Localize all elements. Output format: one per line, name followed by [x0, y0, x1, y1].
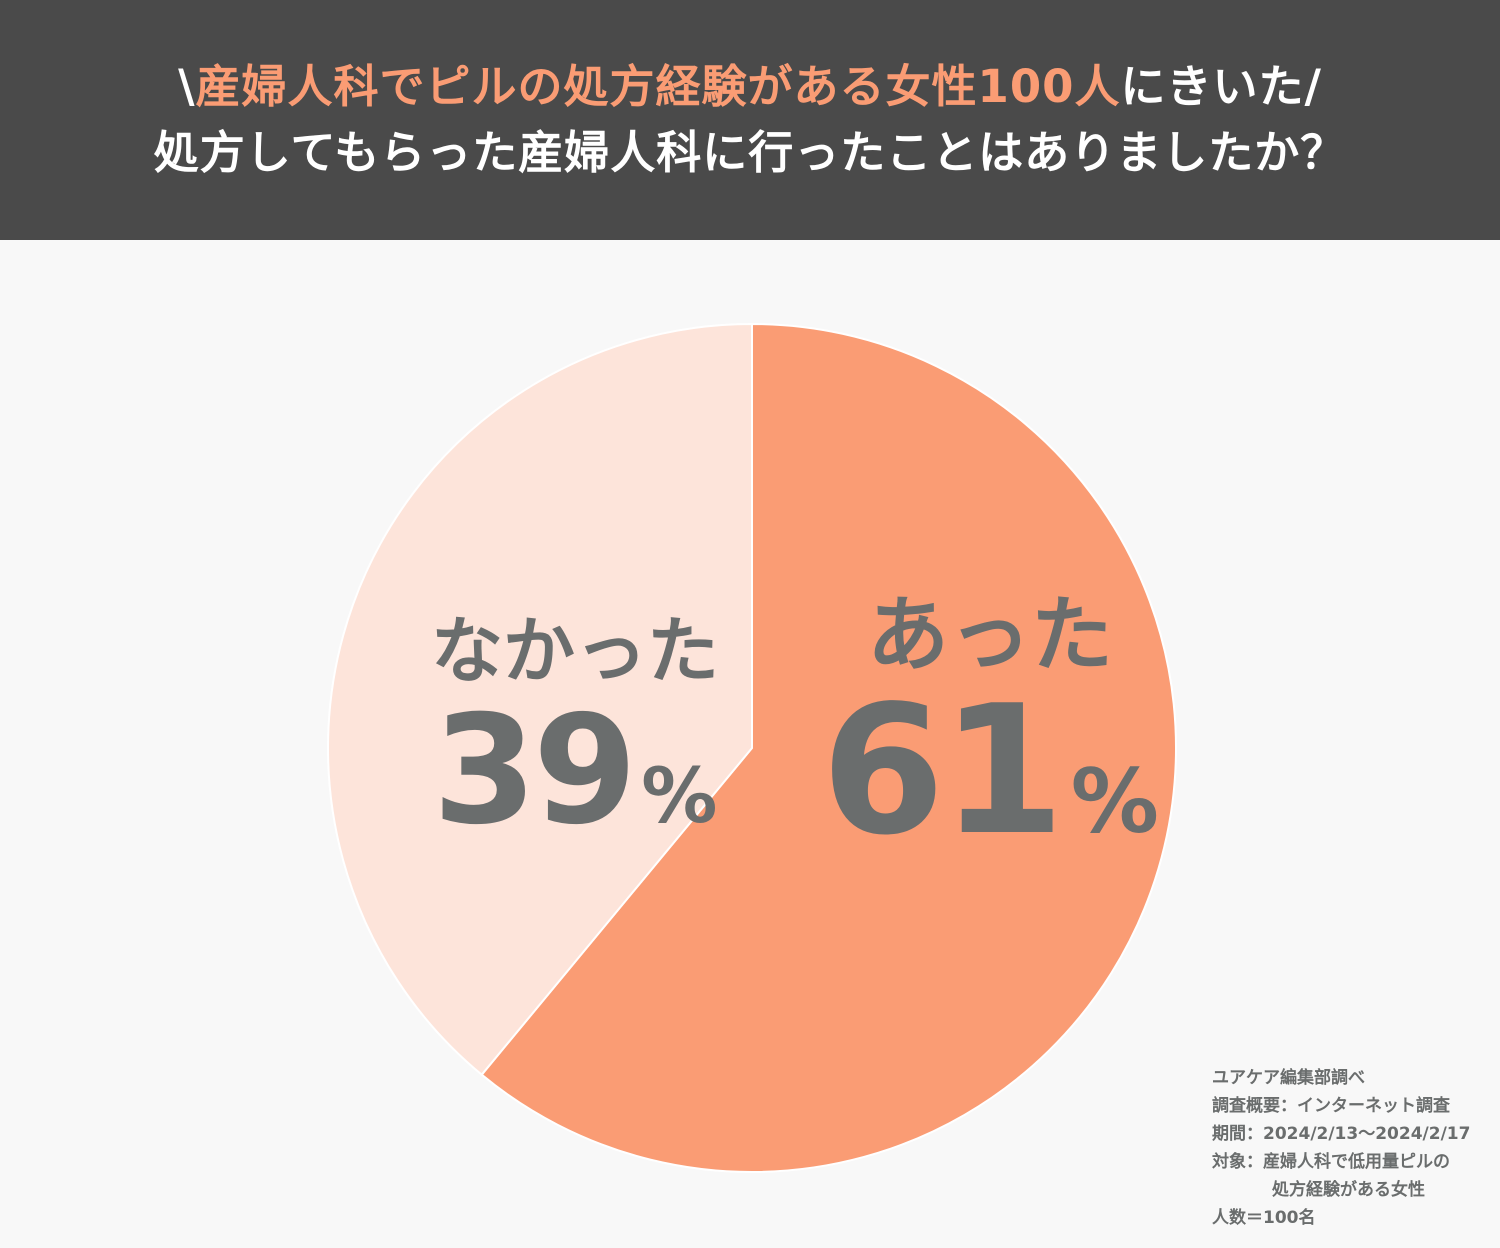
slice-name-atta: あった: [866, 588, 1113, 683]
slice-value-atta: 61: [821, 667, 1065, 874]
title-line-1: \産婦人科でピルの処方経験がある女性100人にきいた/: [178, 54, 1322, 120]
title-highlight: 産婦人科でピルの処方経験がある女性100人: [195, 60, 1121, 113]
pie-chart: [327, 322, 1177, 1173]
notes-target-continued: 処方経験がある女性: [1272, 1180, 1425, 1200]
pie-slice-nakatta: [327, 322, 753, 1077]
title-backslash: \: [178, 60, 196, 113]
slice-label-nakatta: なかった 39%: [390, 606, 760, 846]
notes-period: 期間：2024/2/13〜2024/2/17: [1212, 1124, 1471, 1144]
slice-percent-nakatta: 39%: [390, 696, 760, 846]
title-banner: \産婦人科でピルの処方経験がある女性100人にきいた/ 処方してもらった産婦人科…: [0, 0, 1500, 240]
pie-chart-area: なかった 39% あった 61%: [0, 240, 1500, 1248]
slice-unit-atta: %: [1070, 750, 1159, 853]
slice-unit-nakatta: %: [641, 751, 718, 840]
title-line-1-rest: にきいた/: [1120, 60, 1322, 113]
slice-name-nakatta: なかった: [430, 609, 719, 693]
notes-count: 人数＝100名: [1212, 1208, 1316, 1228]
survey-notes: ユアケア編集部調べ 調査概要：インターネット調査 期間：2024/2/13〜20…: [1212, 1064, 1500, 1232]
slice-value-nakatta: 39: [432, 684, 638, 858]
slice-percent-atta: 61%: [800, 682, 1180, 860]
slice-label-atta: あった 61%: [800, 586, 1180, 860]
notes-method: 調査概要：インターネット調査: [1212, 1096, 1450, 1116]
pie-slice-atta: [480, 322, 1177, 1173]
notes-source: ユアケア編集部調べ: [1212, 1068, 1365, 1088]
notes-target: 対象：産婦人科で低用量ピルの: [1212, 1152, 1450, 1172]
title-line-2: 処方してもらった産婦人科に行ったことはありましたか？: [153, 126, 1347, 179]
